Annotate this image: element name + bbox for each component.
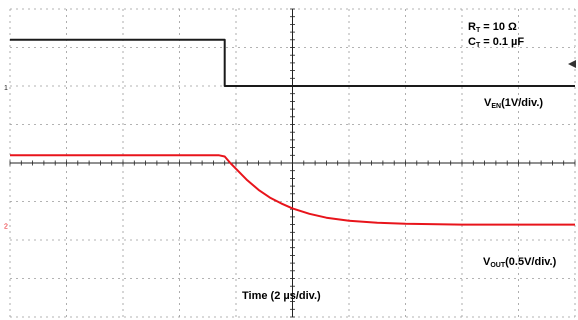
ven-trace <box>10 38 575 87</box>
plot-grid <box>9 8 576 318</box>
vout-channel-marker: 2 <box>4 224 8 231</box>
vout-legend-label: VOUT(0.5V/div.) <box>483 256 557 269</box>
vout-trace <box>10 154 575 226</box>
channel-markers: 12 <box>4 85 8 231</box>
ct-annotation: CT = 0.1 µF <box>468 36 524 49</box>
rt-annotation: RT = 10 Ω <box>468 21 517 34</box>
ven-legend-label: VEN(1V/div.) <box>484 97 543 110</box>
traces <box>10 38 575 226</box>
trigger-marker-icon <box>568 60 576 68</box>
ven-channel-marker: 1 <box>4 85 8 92</box>
x-axis-label: Time (2 µs/div.) <box>242 290 321 302</box>
